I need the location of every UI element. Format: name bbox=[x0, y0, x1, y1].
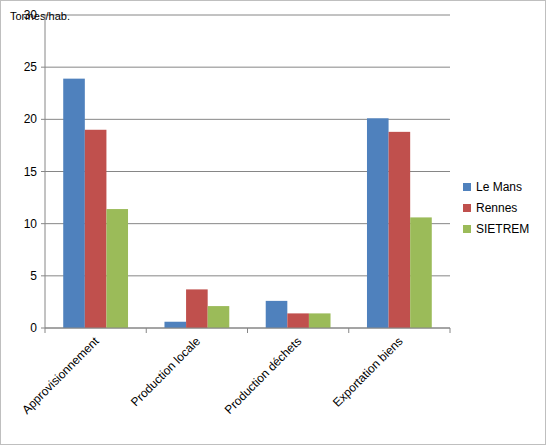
bar bbox=[63, 79, 85, 328]
category-label: Production déchets bbox=[222, 334, 305, 417]
legend-label: SIETREM bbox=[476, 222, 529, 236]
y-axis bbox=[45, 15, 46, 328]
tick-mark bbox=[41, 275, 45, 276]
category-label: Approvisionnement bbox=[19, 334, 102, 417]
grid-line bbox=[45, 15, 450, 16]
chart: 051015202530Tonnes/hab.Approvisionnement… bbox=[0, 0, 546, 445]
bar bbox=[208, 306, 230, 328]
bar bbox=[309, 313, 331, 328]
category-tick bbox=[146, 328, 147, 333]
frame bbox=[1, 1, 546, 445]
legend-swatch bbox=[463, 183, 471, 191]
grid-line bbox=[45, 67, 450, 68]
category-tick bbox=[348, 328, 349, 333]
bar bbox=[85, 130, 107, 328]
tick-label: 20 bbox=[24, 112, 38, 126]
tick-label: 10 bbox=[24, 217, 38, 231]
bar bbox=[389, 132, 411, 328]
category-tick bbox=[45, 328, 46, 333]
grid-line bbox=[45, 119, 450, 120]
tick-mark bbox=[41, 171, 45, 172]
tick-label: 5 bbox=[30, 269, 37, 283]
bar bbox=[186, 289, 208, 328]
tick-label: 25 bbox=[24, 60, 38, 74]
bars bbox=[63, 79, 432, 328]
category-label: Exportation biens bbox=[330, 334, 405, 409]
tick-label: 0 bbox=[30, 321, 37, 335]
bar bbox=[106, 209, 128, 328]
bar bbox=[367, 118, 389, 328]
legend-label: Rennes bbox=[476, 201, 517, 215]
category-label: Production locale bbox=[128, 334, 203, 409]
bar bbox=[410, 217, 432, 328]
tick-label: 15 bbox=[24, 165, 38, 179]
legend-swatch bbox=[463, 225, 471, 233]
tick-mark bbox=[41, 119, 45, 120]
legend-swatch bbox=[463, 204, 471, 212]
bar bbox=[164, 322, 186, 328]
tick-mark bbox=[41, 328, 45, 329]
axis-title: Tonnes/hab. bbox=[10, 10, 70, 22]
legend-label: Le Mans bbox=[476, 180, 522, 194]
category-tick bbox=[450, 328, 451, 333]
bar bbox=[266, 301, 288, 328]
tick-mark bbox=[41, 67, 45, 68]
category-tick bbox=[247, 328, 248, 333]
tick-mark bbox=[41, 223, 45, 224]
bar bbox=[287, 313, 309, 328]
